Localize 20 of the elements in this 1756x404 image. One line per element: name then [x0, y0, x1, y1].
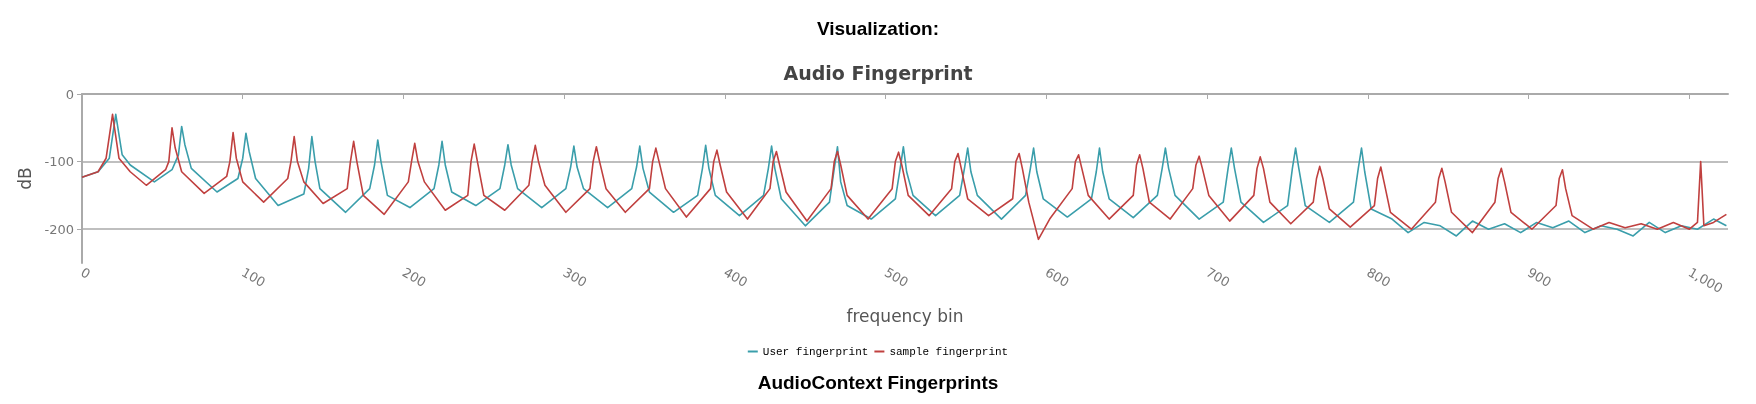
chart-title: Visualization: — [816, 18, 940, 39]
x-tick-label: 800 — [1364, 264, 1394, 290]
y-tick-label: 0 — [65, 86, 74, 102]
legend-label: sample fingerprint — [889, 345, 1009, 358]
x-tick-label: 100 — [238, 264, 268, 290]
x-tick-label: 700 — [1203, 264, 1233, 290]
x-tick-label: 900 — [1524, 264, 1554, 290]
x-tick-label: 400 — [721, 264, 751, 290]
y-axis-title: dB — [15, 167, 36, 190]
text: AudioContext Fingerprints — [757, 372, 999, 393]
chart-subtitle: Audio Fingerprint — [783, 61, 973, 84]
x-tick-label: 600 — [1042, 264, 1072, 290]
x-axis-title: frequency bin — [846, 305, 964, 326]
legend-label: User fingerprint — [762, 345, 869, 358]
x-tick-label: 200 — [399, 264, 429, 290]
y-tick-label: -100 — [44, 154, 74, 170]
x-tick-label: 500 — [881, 264, 911, 290]
x-tick-label: 300 — [560, 264, 590, 290]
x-tick-label: 0 — [78, 264, 93, 282]
y-tick-label: -200 — [44, 221, 74, 237]
